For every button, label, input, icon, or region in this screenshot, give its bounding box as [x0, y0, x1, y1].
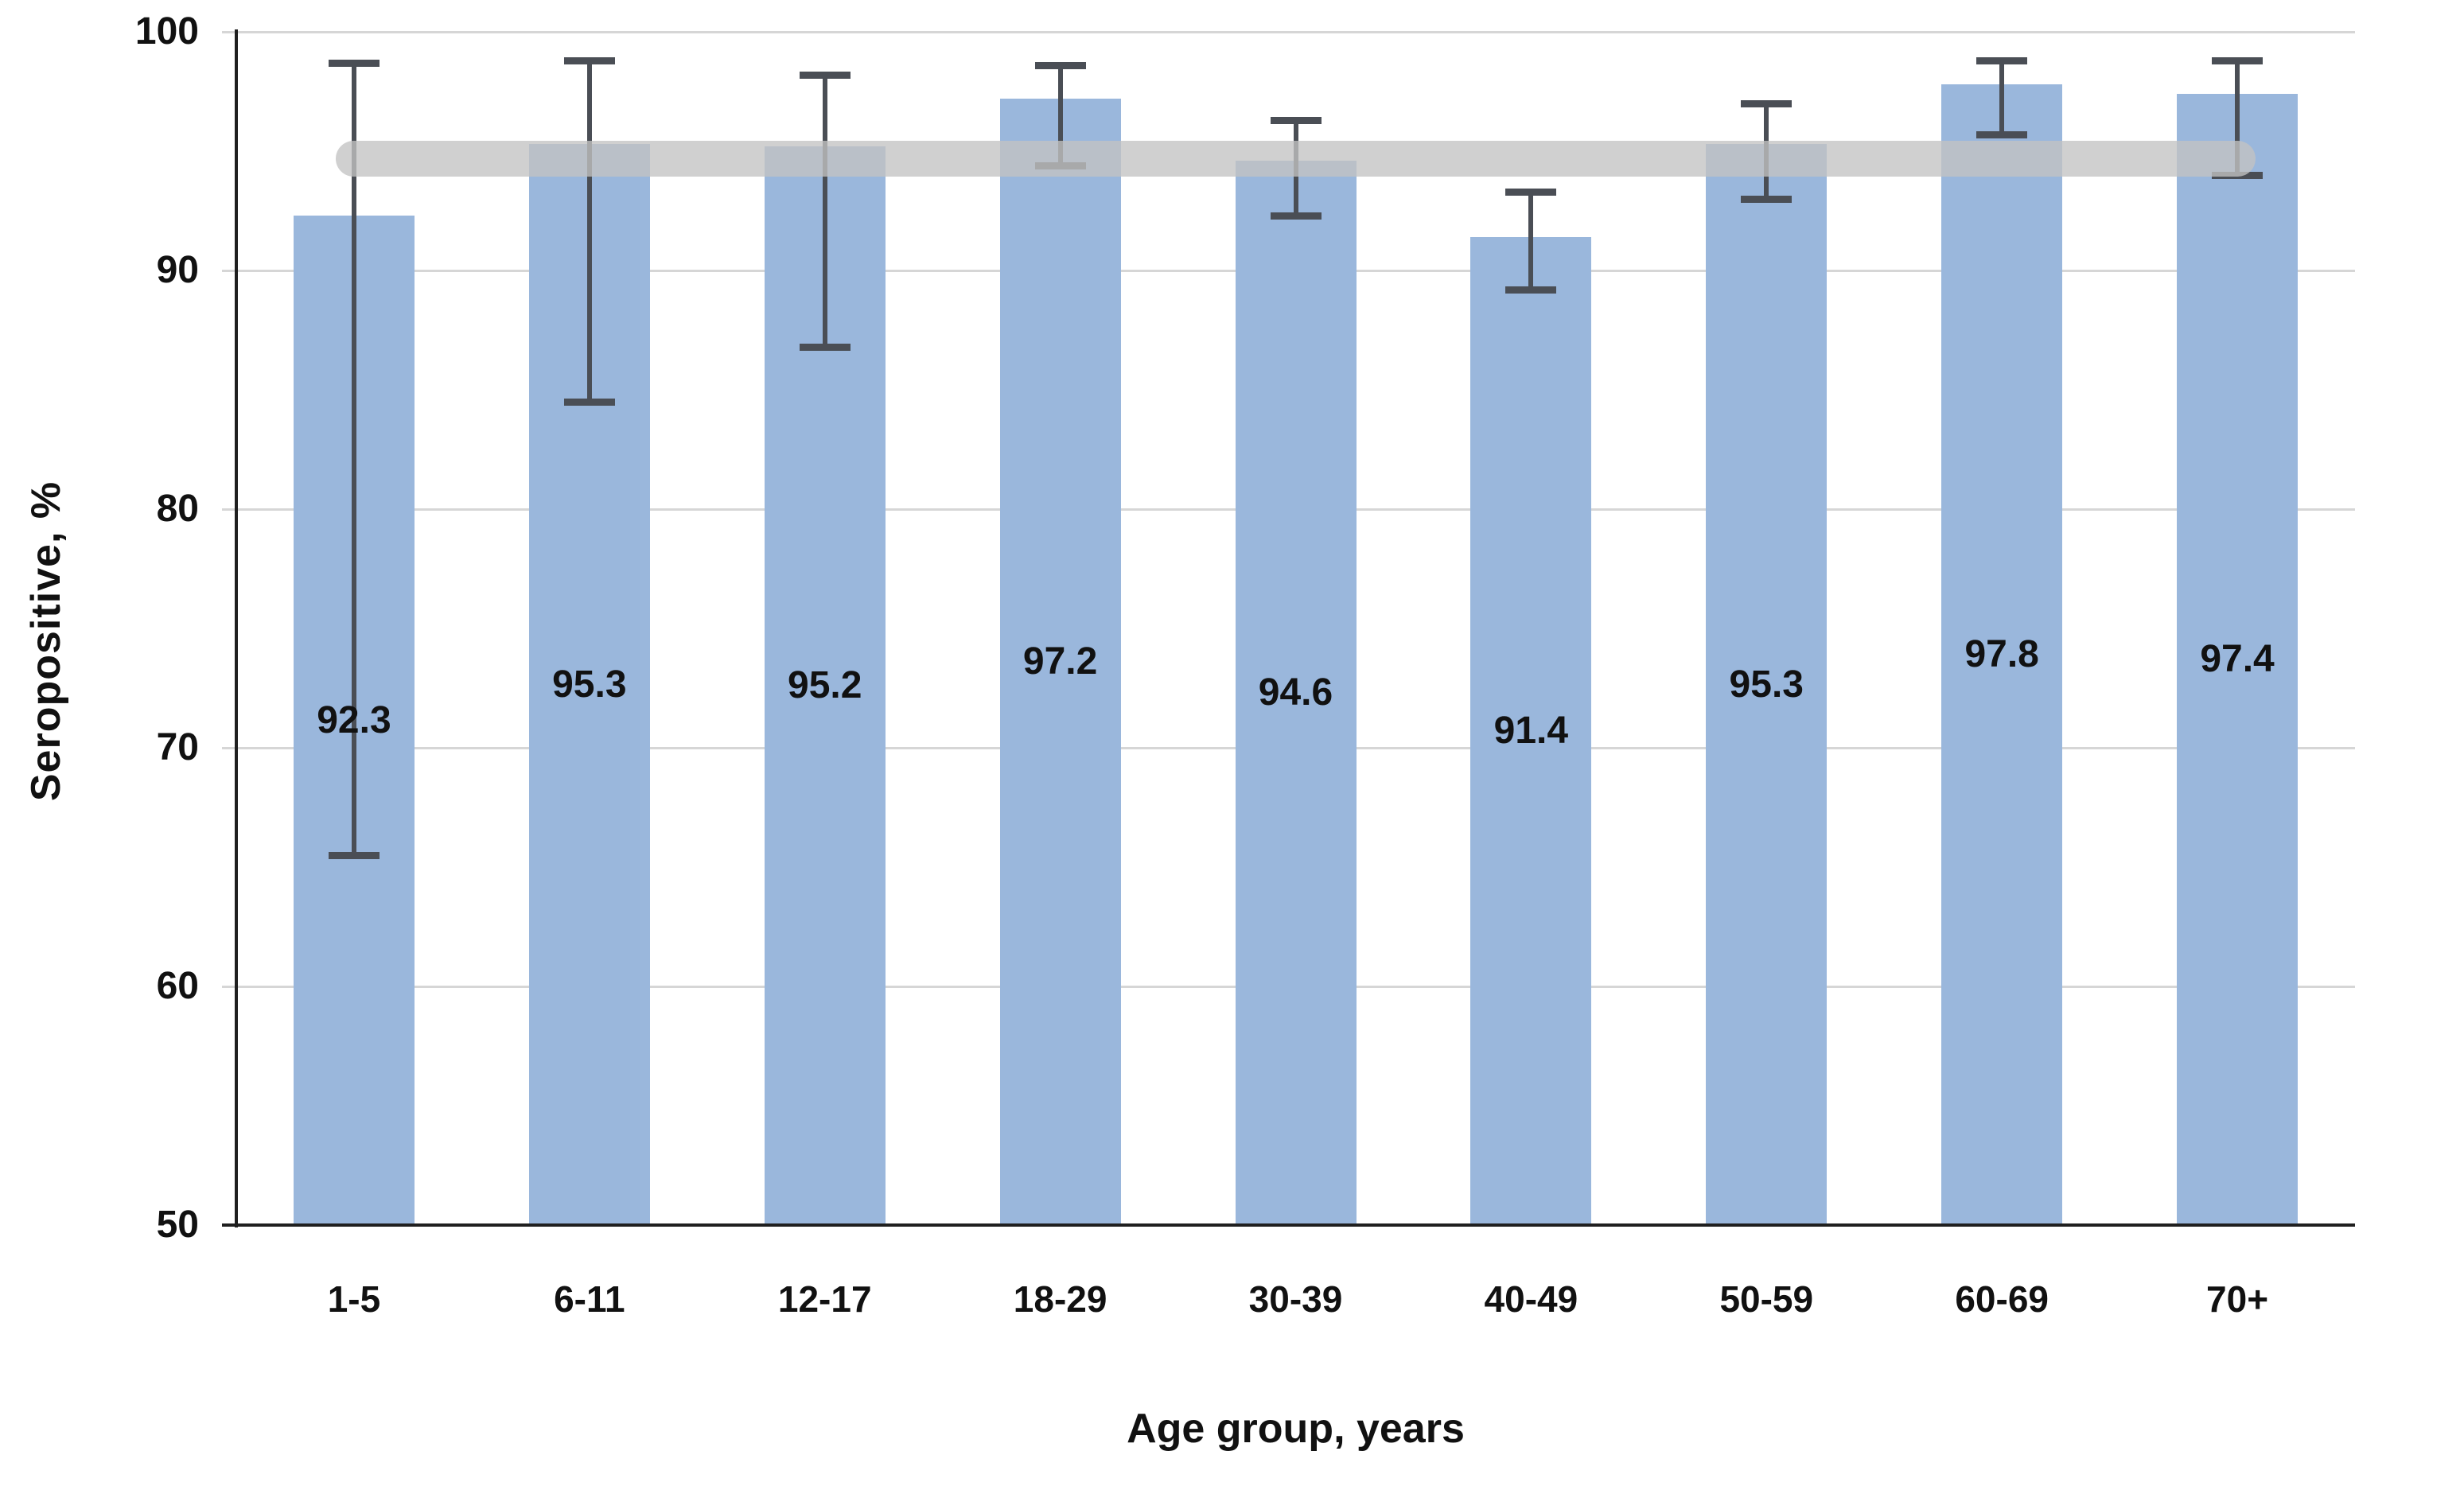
- error-bar-line: [1057, 65, 1063, 165]
- y-tick-label-90: 90: [156, 249, 199, 291]
- error-bar-cap-lower: [1741, 195, 1793, 203]
- error-bar-cap-upper: [563, 56, 615, 64]
- value-label: 97.4: [2200, 638, 2275, 680]
- y-tick-label-50: 50: [156, 1204, 199, 1246]
- error-bar-cap-lower: [1505, 286, 1557, 294]
- bar-18-29: [999, 99, 1121, 1225]
- error-bar-cap-upper: [1976, 56, 2028, 64]
- x-tick-label: 12-17: [777, 1278, 872, 1320]
- bar-60-69: [1941, 84, 2063, 1225]
- error-bar-cap-lower: [1270, 212, 1322, 220]
- x-tick-label: 6-11: [554, 1278, 625, 1320]
- error-bar-cap-lower: [328, 851, 380, 859]
- error-bar-cap-upper: [1034, 61, 1086, 69]
- y-tick-label-80: 80: [156, 488, 199, 530]
- x-tick-label: 60-69: [1955, 1278, 2049, 1320]
- error-bar-cap-lower: [563, 398, 615, 406]
- error-bar-line: [1528, 192, 1534, 290]
- x-tick-label: 30-39: [1248, 1278, 1343, 1320]
- error-bar-cap-upper: [2212, 56, 2264, 64]
- error-bar-cap-lower: [799, 343, 851, 351]
- error-bar-cap-upper: [1741, 99, 1793, 107]
- error-bar-line: [1999, 60, 2005, 134]
- gridline-100: [222, 30, 2355, 33]
- error-bar-cap-upper: [328, 59, 380, 67]
- error-bar-line: [351, 63, 356, 855]
- value-label: 97.8: [1964, 633, 2039, 675]
- y-tick-label-70: 70: [156, 726, 199, 768]
- overall-seroprevalence-band: [336, 140, 2256, 177]
- error-bar-line: [822, 75, 827, 347]
- bar-50-59: [1706, 144, 1828, 1225]
- x-tick-label: 70+: [2206, 1278, 2269, 1320]
- value-label: 97.2: [1022, 640, 1098, 683]
- y-tick-label-100: 100: [134, 10, 199, 53]
- error-bar-cap-lower: [1976, 130, 2028, 138]
- error-bar-cap-upper: [1270, 116, 1322, 124]
- x-axis-title: Age group, years: [1127, 1406, 1465, 1452]
- bar-70+: [2177, 94, 2299, 1225]
- y-axis-line: [235, 29, 238, 1227]
- x-tick-label: 1-5: [327, 1278, 381, 1320]
- bar-40-49: [1470, 237, 1592, 1225]
- x-tick-label: 40-49: [1484, 1278, 1578, 1320]
- error-bar-cap-upper: [799, 71, 851, 79]
- value-label: 95.3: [552, 663, 627, 706]
- value-label: 94.6: [1258, 671, 1333, 714]
- value-label: 92.3: [317, 698, 391, 741]
- error-bar-cap-upper: [1505, 188, 1557, 196]
- error-bar-line: [586, 60, 592, 402]
- y-tick-label-60: 60: [156, 965, 199, 1007]
- value-label: 95.2: [788, 664, 862, 706]
- bar-30-39: [1235, 161, 1357, 1225]
- value-label: 91.4: [1493, 710, 1569, 752]
- value-label: 95.3: [1729, 663, 1804, 706]
- x-tick-label: 50-59: [1719, 1278, 1814, 1320]
- x-tick-label: 18-29: [1013, 1278, 1107, 1320]
- error-bar-line: [2235, 60, 2240, 175]
- y-axis-title: Seropositive, %: [23, 480, 69, 802]
- x-axis-line: [222, 1223, 2355, 1227]
